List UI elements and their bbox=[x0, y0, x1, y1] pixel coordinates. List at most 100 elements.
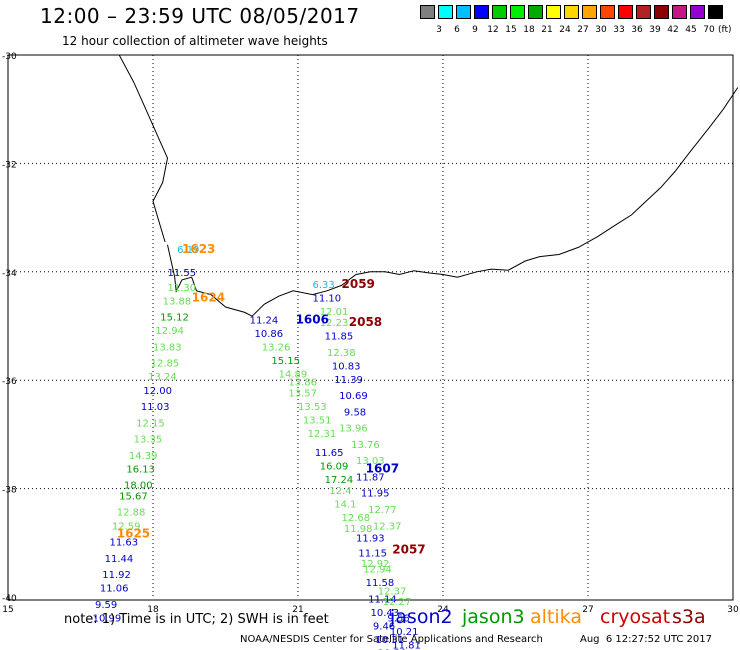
map-title: 12:00 – 23:59 UTC 08/05/2017 bbox=[40, 4, 360, 28]
timestamp: Aug 6 12:27:52 UTC 2017 bbox=[580, 634, 712, 645]
wave-height-value: 9.56 bbox=[387, 613, 409, 624]
pass-time-label: 2059 bbox=[342, 277, 375, 291]
colorbar-swatch bbox=[528, 5, 543, 19]
wave-height-value: 9.46 bbox=[373, 622, 395, 633]
wave-height-value: 12.88 bbox=[117, 508, 146, 519]
wave-height-value: 12.00 bbox=[143, 386, 172, 397]
colorbar-swatch bbox=[420, 5, 435, 19]
colorbar-swatch bbox=[636, 5, 651, 19]
colorbar-tick: 15 bbox=[505, 25, 517, 35]
wave-height-value: 12.15 bbox=[136, 418, 165, 429]
colorbar-swatch bbox=[492, 5, 507, 19]
wave-height-value: 11.85 bbox=[325, 332, 354, 343]
wave-height-value: 14.89 bbox=[279, 369, 308, 380]
colorbar-tick: 27 bbox=[577, 25, 589, 35]
colorbar-swatch bbox=[546, 5, 561, 19]
colorbar-tick: 36 bbox=[631, 25, 643, 35]
wave-height-value: 12.31 bbox=[308, 429, 337, 440]
wave-height-value: 9.59 bbox=[95, 600, 117, 611]
wave-height-value: 12.68 bbox=[342, 513, 371, 524]
west-coast-line bbox=[118, 54, 169, 243]
wave-height-value: 9.58 bbox=[344, 407, 366, 418]
longitude-label: 18 bbox=[147, 605, 159, 615]
wave-height-value: 12.59 bbox=[112, 521, 141, 532]
wave-height-value: 12.27 bbox=[383, 597, 412, 608]
colorbar-tick: 42 bbox=[667, 25, 679, 35]
colorbar-swatch bbox=[474, 5, 489, 19]
wave-height-value: 12.23 bbox=[320, 318, 349, 329]
wave-height-value: 11.10 bbox=[313, 294, 342, 305]
wave-height-value: 10.69 bbox=[339, 391, 368, 402]
wave-height-value: 10.21 bbox=[390, 627, 419, 638]
wave-height-value: 11.87 bbox=[356, 472, 385, 483]
satellite-name: jason2 bbox=[390, 606, 453, 628]
colorbar-swatch bbox=[618, 5, 633, 19]
colorbar-swatch bbox=[672, 5, 687, 19]
longitude-label: 24 bbox=[437, 605, 449, 615]
wave-height-value: 13.26 bbox=[262, 342, 291, 353]
colorbar-unit: (ft) bbox=[718, 25, 732, 35]
latitude-label: -32 bbox=[2, 160, 17, 170]
latitude-label: -30 bbox=[2, 52, 17, 62]
wave-height-value: 15.67 bbox=[119, 491, 148, 502]
wave-height-value: 10.43 bbox=[371, 608, 400, 619]
wave-height-value: 11.15 bbox=[358, 548, 387, 559]
colorbar-tick: 24 bbox=[559, 25, 571, 35]
wave-height-value: 15.15 bbox=[271, 356, 300, 367]
footnote: note: 1) Time is in UTC; 2) SWH is in fe… bbox=[64, 612, 329, 627]
wave-height-value: 16.13 bbox=[126, 464, 155, 475]
wave-height-value: 11.39 bbox=[334, 375, 363, 386]
colorbar-tick: 30 bbox=[595, 25, 607, 35]
wave-height-value: 17.24 bbox=[325, 475, 354, 486]
wave-height-value: 12.94 bbox=[155, 326, 184, 337]
satellite-name: jason3 bbox=[462, 606, 525, 628]
wave-height-value: 13.24 bbox=[148, 372, 177, 383]
wave-height-value: 11.30 bbox=[168, 283, 197, 294]
wave-height-value: 13.57 bbox=[288, 388, 317, 399]
wave-height-value: 13.51 bbox=[303, 416, 332, 427]
wave-height-value: 11.81 bbox=[392, 640, 421, 650]
pass-time-label: 1607 bbox=[366, 461, 399, 475]
latitude-label: -34 bbox=[2, 269, 17, 279]
wave-height-value: 13.88 bbox=[163, 296, 192, 307]
wave-height-value: 13.76 bbox=[351, 440, 380, 451]
wave-height-value: 14.1 bbox=[334, 500, 356, 511]
wave-height-value: 15.12 bbox=[160, 313, 189, 324]
wave-height-value: 10.56 bbox=[378, 649, 407, 650]
colorbar-swatch bbox=[690, 5, 705, 19]
wave-height-value: 11.65 bbox=[315, 448, 344, 459]
map-subtitle: 12 hour collection of altimeter wave hei… bbox=[62, 34, 328, 48]
colorbar-tick: 45 bbox=[685, 25, 697, 35]
colorbar-swatch bbox=[438, 5, 453, 19]
colorbar-swatch bbox=[600, 5, 615, 19]
colorbar-tick: 9 bbox=[472, 25, 478, 35]
credit-line: NOAA/NESDIS Center for Satellite Applica… bbox=[240, 634, 543, 645]
satellite-name: s3a bbox=[672, 606, 706, 628]
wave-height-value: 6.33 bbox=[313, 280, 335, 291]
colorbar-swatch bbox=[564, 5, 579, 19]
wave-height-value: 10.99 bbox=[93, 613, 122, 624]
wave-height-value: 13.86 bbox=[288, 378, 317, 389]
south-coast-line bbox=[167, 87, 739, 317]
longitude-label: 27 bbox=[582, 605, 593, 615]
wave-height-value: 13.35 bbox=[134, 435, 163, 446]
coastline bbox=[118, 54, 739, 317]
wave-height-value: 10.86 bbox=[255, 329, 284, 340]
wave-height-value: 12.92 bbox=[361, 559, 390, 570]
wave-height-value: 11.58 bbox=[366, 578, 395, 589]
wave-height-value: 12.4 bbox=[329, 486, 351, 497]
wave-height-value: 11.63 bbox=[110, 538, 139, 549]
wave-height-value: 11.06 bbox=[100, 584, 129, 595]
colorbar-swatch bbox=[708, 5, 723, 19]
wave-height-value: 13.53 bbox=[298, 402, 327, 413]
map-frame bbox=[7, 54, 734, 601]
wave-height-value: 18.00 bbox=[124, 481, 153, 492]
wave-height-value: 11.92 bbox=[102, 570, 131, 581]
wave-height-value: 13.83 bbox=[153, 342, 182, 353]
colorbar-swatch bbox=[582, 5, 597, 19]
wave-height-value: 13.96 bbox=[339, 424, 368, 435]
satellite-name: cryosat bbox=[600, 606, 671, 628]
pass-time-label: 2057 bbox=[392, 543, 425, 557]
